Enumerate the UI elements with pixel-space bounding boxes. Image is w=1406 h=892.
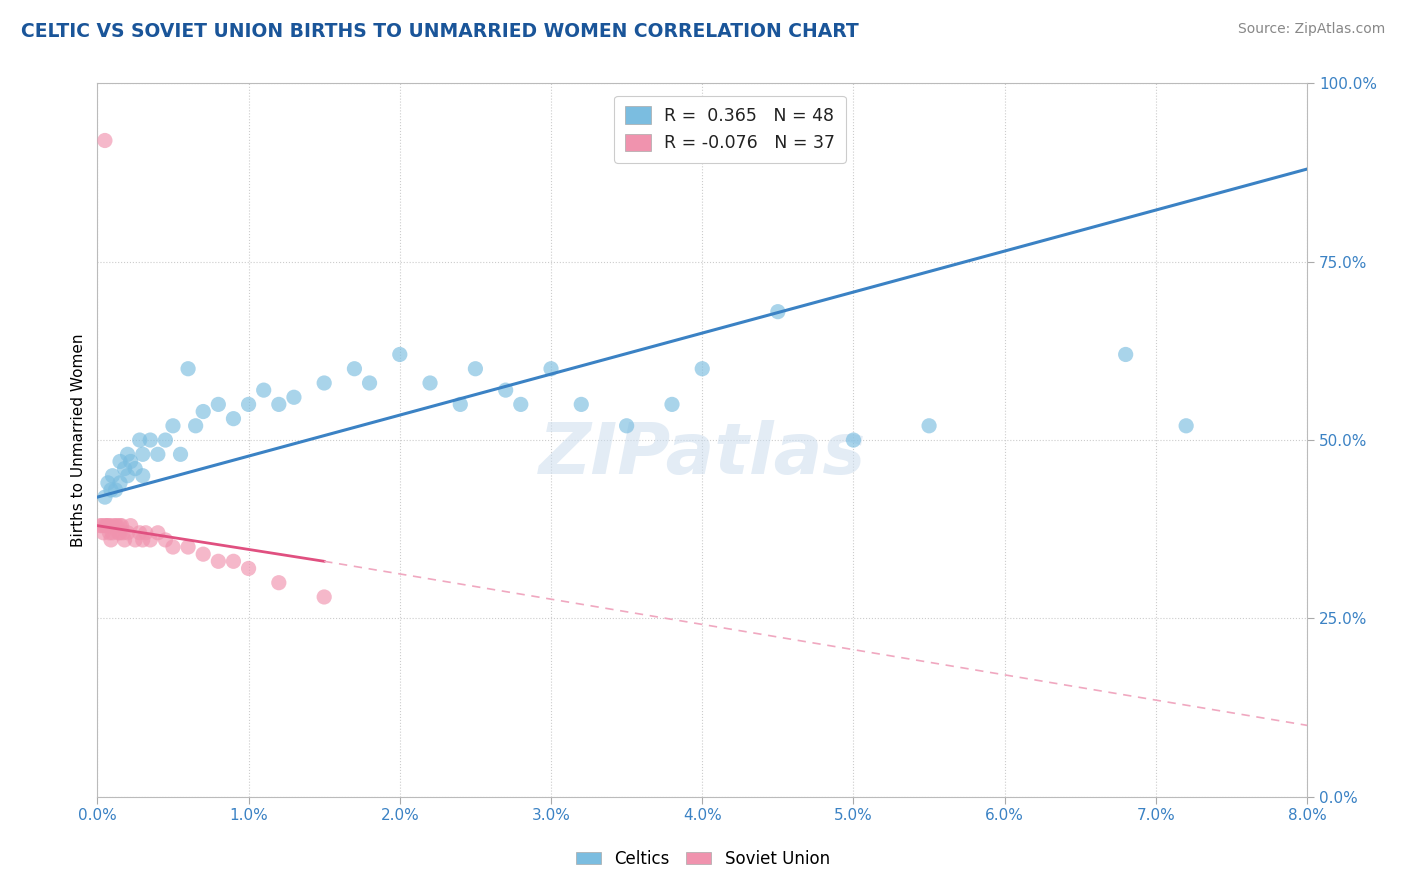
Point (120, 454, 142, 468)
Point (177, 361, 200, 376)
Point (117, 447, 139, 461)
Point (690, 361, 713, 376)
Point (128, 525, 150, 540)
Point (616, 418, 638, 433)
Point (112, 525, 135, 540)
Y-axis label: Births to Unmarried Women: Births to Unmarried Women (72, 334, 86, 547)
Point (918, 418, 941, 433)
Point (114, 461, 136, 475)
Point (120, 518, 142, 533)
Point (146, 525, 169, 540)
Legend: R =  0.365   N = 48, R = -0.076   N = 37: R = 0.365 N = 48, R = -0.076 N = 37 (614, 95, 846, 162)
Point (90, 518, 112, 533)
Point (449, 397, 471, 411)
Point (207, 554, 229, 568)
Text: CELTIC VS SOVIET UNION BIRTHS TO UNMARRIED WOMEN CORRELATION CHART: CELTIC VS SOVIET UNION BIRTHS TO UNMARRI… (21, 22, 859, 41)
Point (104, 518, 127, 533)
Point (108, 525, 131, 540)
Point (540, 361, 562, 376)
Point (98, 525, 121, 540)
Point (267, 397, 290, 411)
Point (222, 411, 245, 425)
Point (135, 525, 157, 540)
Point (117, 525, 139, 540)
Point (1115, 347, 1137, 361)
Point (314, 376, 336, 390)
Point (238, 561, 260, 575)
Point (97, 518, 120, 533)
Point (139, 533, 162, 547)
Point (222, 554, 245, 568)
Point (107, 525, 129, 540)
Point (842, 433, 865, 447)
Point (177, 540, 200, 554)
Point (388, 347, 411, 361)
Point (193, 404, 215, 418)
Point (162, 540, 184, 554)
Point (661, 397, 683, 411)
Point (139, 433, 162, 447)
Point (419, 376, 441, 390)
Point (89, 518, 111, 533)
Point (1175, 418, 1198, 433)
Point (117, 468, 139, 483)
Point (100, 533, 122, 547)
Point (155, 533, 177, 547)
Legend: Celtics, Soviet Union: Celtics, Soviet Union (569, 844, 837, 875)
Point (93, 525, 115, 540)
Point (110, 518, 132, 533)
Point (101, 518, 124, 533)
Point (238, 397, 260, 411)
Point (108, 475, 131, 490)
Point (98, 518, 121, 533)
Point (101, 468, 124, 483)
Point (104, 483, 127, 497)
Point (114, 533, 136, 547)
Point (464, 361, 486, 376)
Point (169, 447, 191, 461)
Point (108, 454, 131, 468)
Point (94, 518, 117, 533)
Point (94, 490, 117, 504)
Point (495, 383, 517, 397)
Point (132, 533, 155, 547)
Point (101, 525, 124, 540)
Point (253, 383, 276, 397)
Text: Source: ZipAtlas.com: Source: ZipAtlas.com (1237, 22, 1385, 37)
Point (132, 468, 155, 483)
Point (94, 134, 117, 148)
Point (193, 547, 215, 561)
Point (100, 483, 122, 497)
Point (108, 518, 131, 533)
Point (283, 390, 305, 404)
Point (96, 518, 118, 533)
Point (132, 447, 155, 461)
Point (766, 304, 789, 318)
Point (146, 447, 169, 461)
Point (569, 397, 592, 411)
Point (267, 575, 290, 590)
Point (162, 418, 184, 433)
Point (343, 361, 366, 376)
Point (207, 397, 229, 411)
Point (124, 461, 146, 475)
Point (359, 376, 381, 390)
Point (509, 397, 531, 411)
Point (184, 418, 207, 433)
Point (314, 590, 336, 604)
Point (97, 475, 120, 490)
Point (124, 533, 146, 547)
Point (105, 518, 128, 533)
Point (155, 433, 177, 447)
Point (128, 433, 150, 447)
Text: ZIPatlas: ZIPatlas (538, 420, 866, 489)
